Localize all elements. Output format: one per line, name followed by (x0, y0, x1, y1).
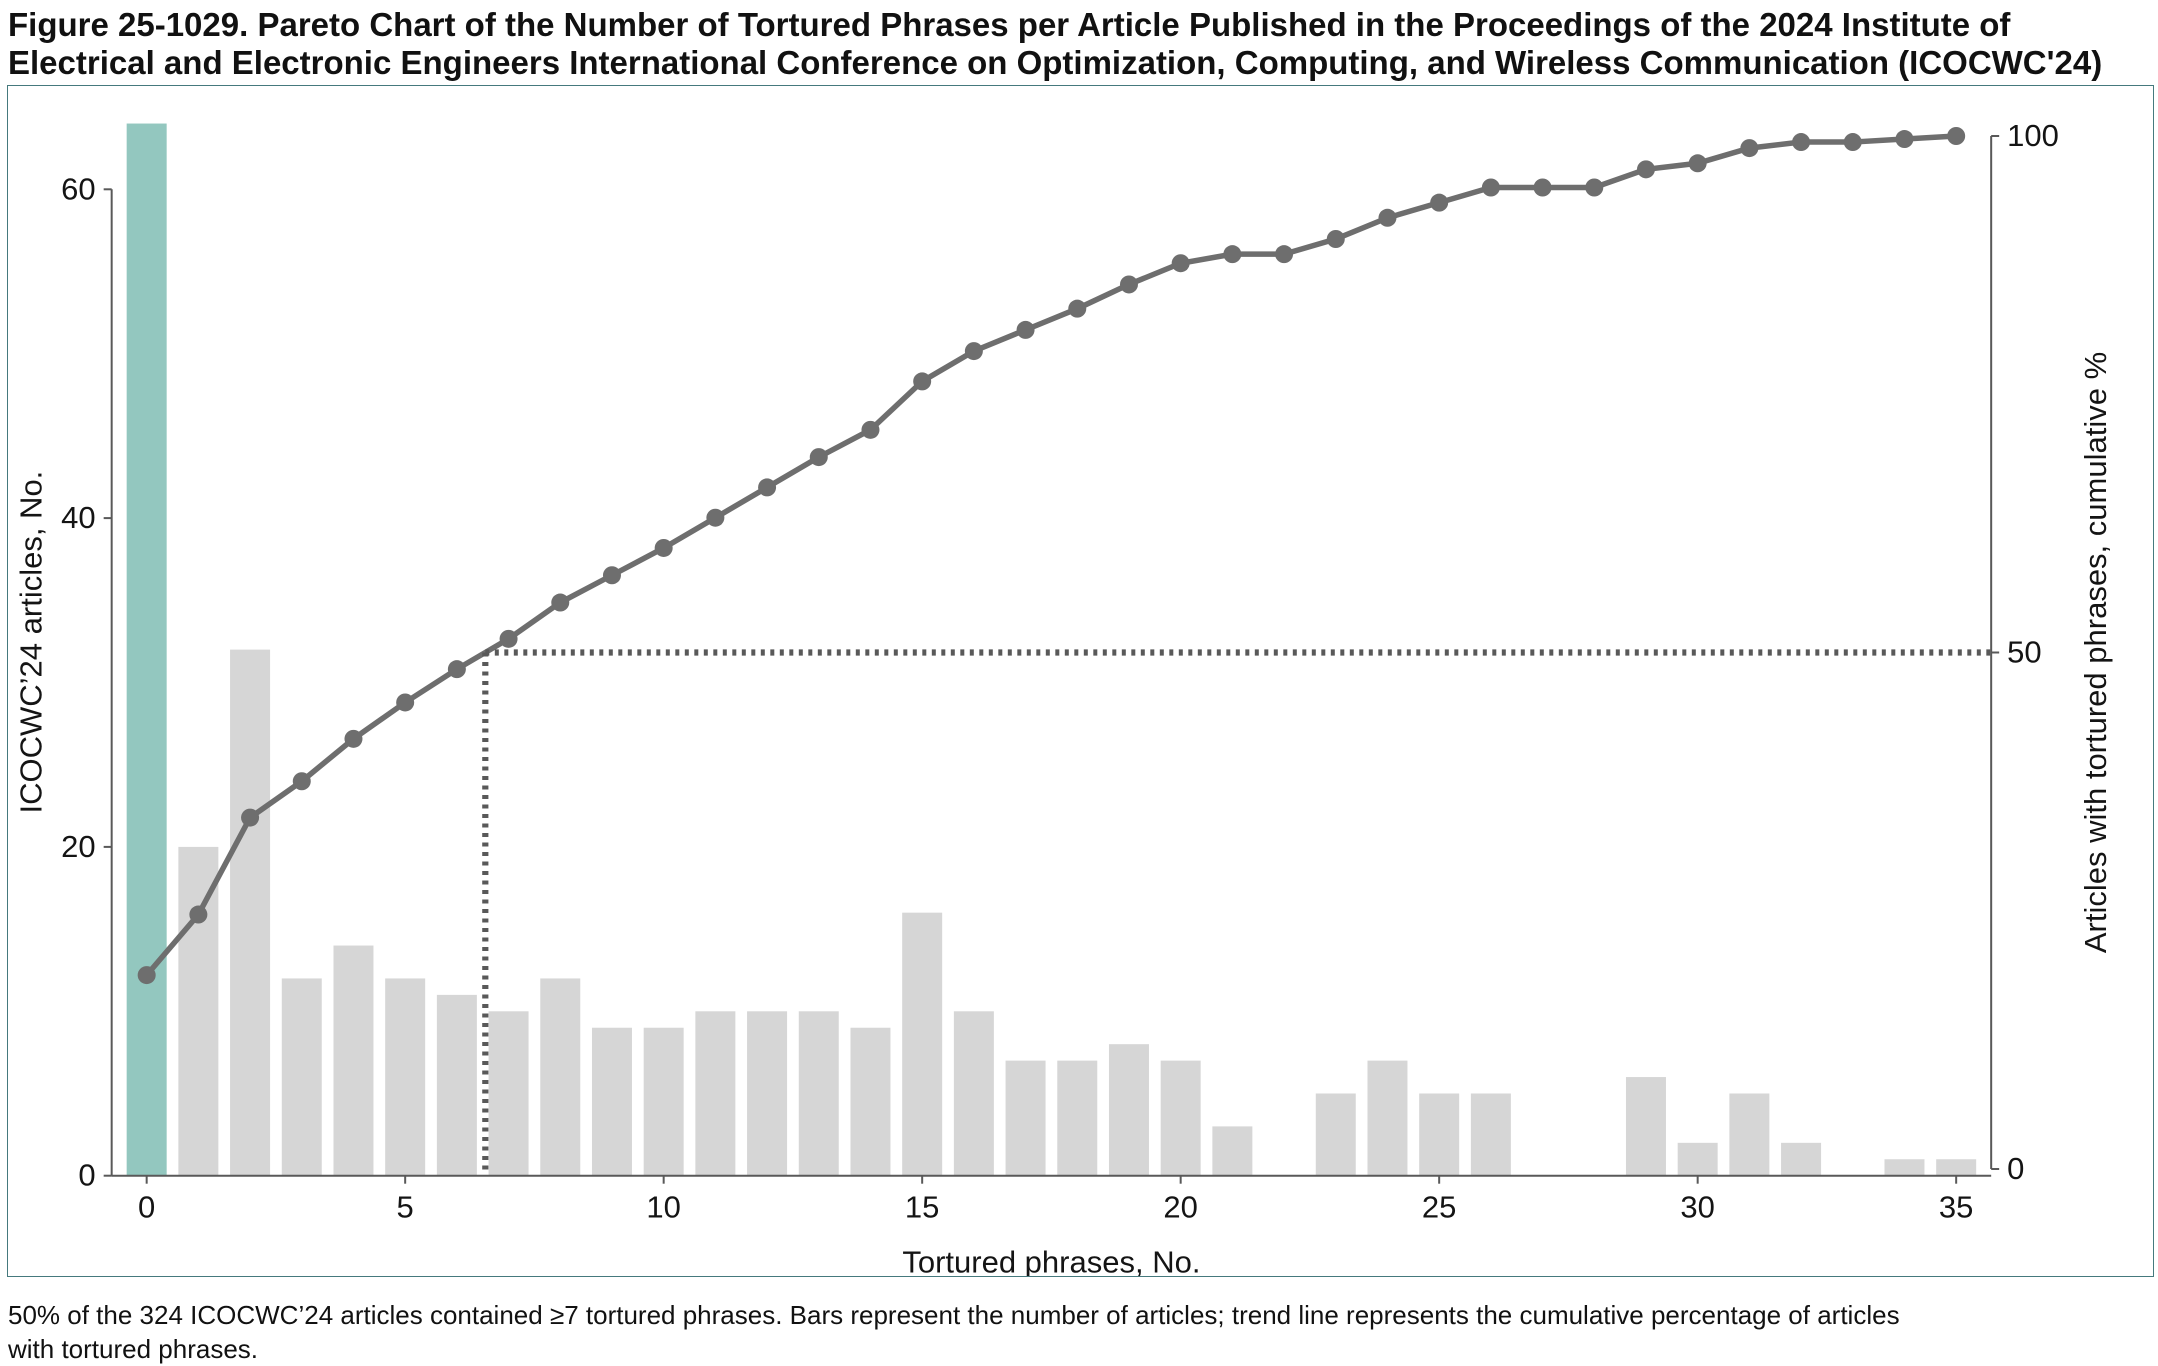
svg-text:25: 25 (1422, 1190, 1456, 1225)
svg-text:40: 40 (61, 500, 95, 535)
svg-text:20: 20 (1163, 1190, 1197, 1225)
svg-text:35: 35 (1939, 1190, 1973, 1225)
svg-text:Tortured phrases, No.: Tortured phrases, No. (902, 1245, 1200, 1277)
svg-text:0: 0 (78, 1158, 95, 1193)
svg-text:ICOCWC’24 articles, No.: ICOCWC’24 articles, No. (14, 471, 49, 814)
svg-text:5: 5 (397, 1190, 414, 1225)
svg-text:15: 15 (905, 1190, 939, 1225)
svg-text:20: 20 (61, 829, 95, 864)
svg-text:0: 0 (138, 1190, 155, 1225)
svg-text:30: 30 (1680, 1190, 1714, 1225)
svg-text:Articles with tortured phrases: Articles with tortured phrases, cumulati… (2078, 352, 2113, 953)
svg-text:10: 10 (646, 1190, 680, 1225)
svg-text:50: 50 (2007, 635, 2041, 670)
svg-text:100: 100 (2007, 118, 2059, 153)
svg-text:0: 0 (2007, 1151, 2024, 1186)
svg-text:60: 60 (61, 171, 95, 206)
